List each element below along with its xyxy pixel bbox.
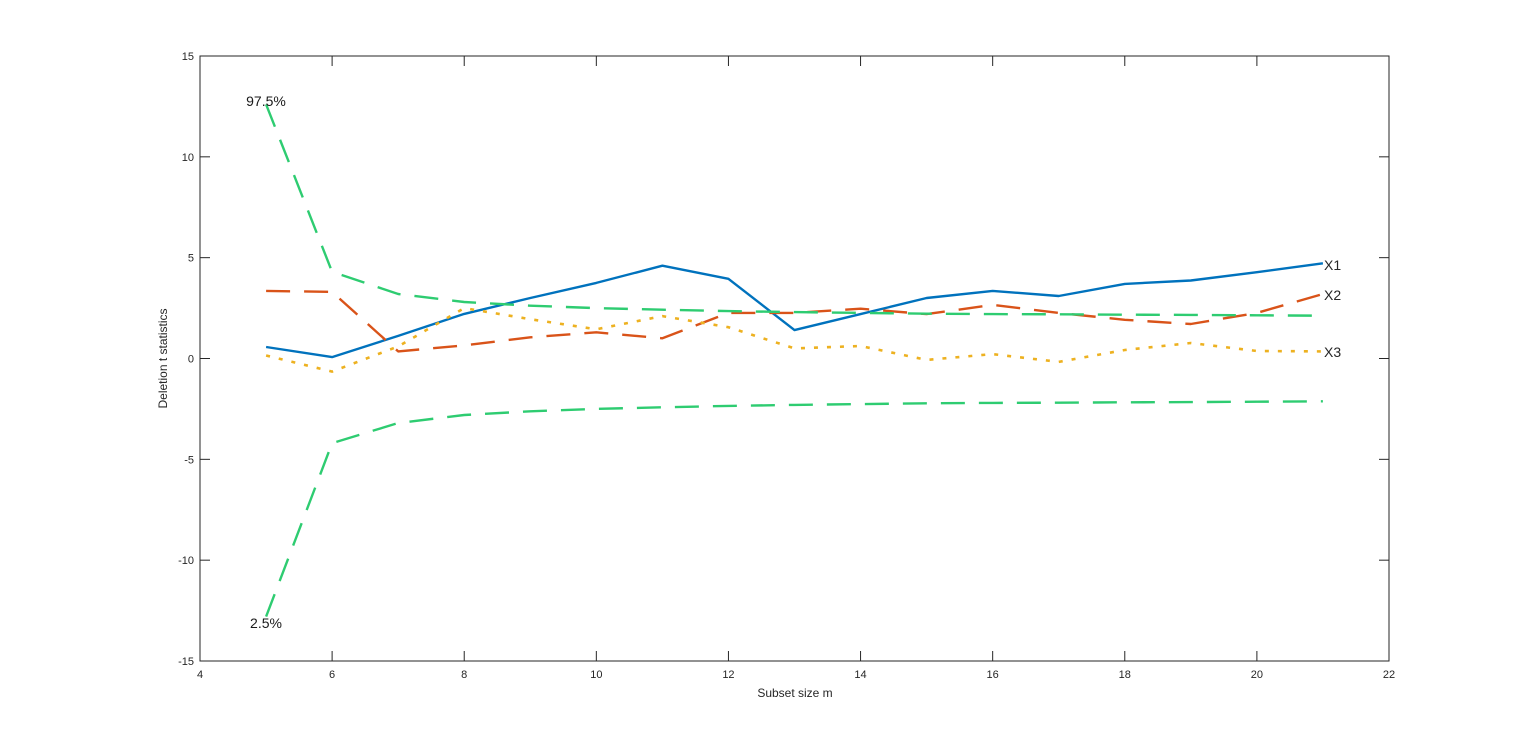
upper-band-label: 97.5% xyxy=(246,93,286,109)
series-layer xyxy=(264,103,1324,618)
x-tick-label: 22 xyxy=(1383,669,1395,681)
y-tick-label: -5 xyxy=(184,454,194,466)
y-tick-label: 10 xyxy=(182,152,194,164)
x-tick-label: 10 xyxy=(590,669,602,681)
series-label-x3: X3 xyxy=(1324,344,1341,360)
series-line-x1 xyxy=(265,262,1324,359)
y-tick-label: 5 xyxy=(188,253,194,265)
axes-box xyxy=(199,55,1390,662)
plot-frame xyxy=(199,55,1390,662)
x-tick-label: 6 xyxy=(329,669,335,681)
y-tick-label: -15 xyxy=(178,656,194,668)
x-tick-label: 16 xyxy=(987,669,999,681)
series-line-2-5pct xyxy=(264,400,1323,618)
series-label-x1: X1 xyxy=(1324,257,1341,273)
x-tick-label: 18 xyxy=(1119,669,1131,681)
series-line-x3 xyxy=(265,306,1323,373)
x-tick-label: 4 xyxy=(197,669,203,681)
x-tick-label: 12 xyxy=(722,669,734,681)
x-axis-label: Subset size m xyxy=(757,686,832,700)
series-label-x2: X2 xyxy=(1324,287,1341,303)
axis-ticks: 4 6 8 10 12 14 16 18 20 22 -15 -10 -5 0 5 10 15 xyxy=(178,51,1395,681)
x-tick-label: 14 xyxy=(854,669,866,681)
series-line-97-5pct xyxy=(264,103,1323,317)
y-tick-label: -10 xyxy=(178,555,194,567)
y-axis-label: Deletion t statistics xyxy=(156,308,170,408)
lower-band-label: 2.5% xyxy=(250,615,282,631)
y-tick-label: 0 xyxy=(188,354,194,366)
y-tick-label: 15 xyxy=(182,51,194,63)
series-line-x2 xyxy=(266,289,1324,353)
x-tick-label: 8 xyxy=(461,669,467,681)
x-tick-label: 20 xyxy=(1251,669,1263,681)
